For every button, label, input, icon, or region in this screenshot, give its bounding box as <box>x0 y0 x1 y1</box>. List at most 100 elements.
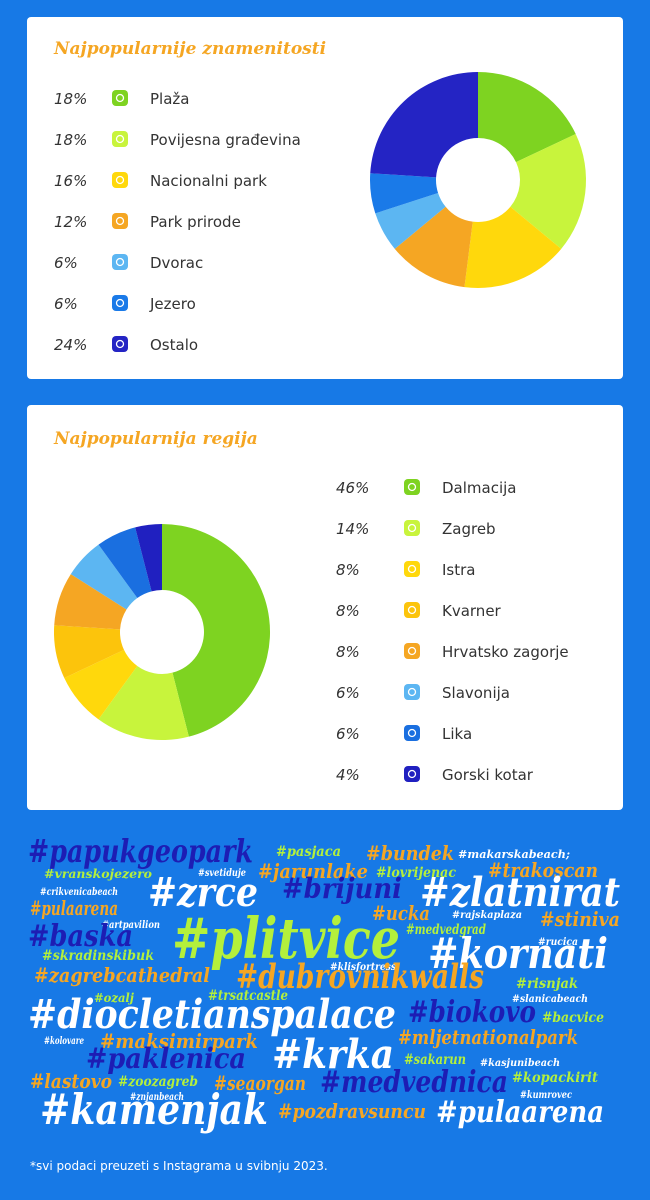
legend-label: Gorski kotar <box>442 766 534 784</box>
hashtag: #risnjak <box>516 976 578 992</box>
legend-swatch <box>112 131 128 147</box>
legend-icon <box>407 482 417 492</box>
legend-label: Jezero <box>149 295 196 313</box>
donut-slice <box>135 524 162 592</box>
legend-icon <box>115 93 125 103</box>
hashtag: #zlatnirat <box>420 869 620 916</box>
legend-label: Ostalo <box>150 336 198 354</box>
legend-icon <box>407 523 417 533</box>
hashtag: #kasjunibeach <box>480 1058 560 1069</box>
legend-swatch <box>404 561 420 577</box>
chart-title: Najpopularnije znamenitosti <box>53 39 326 59</box>
legend-icon <box>115 339 125 349</box>
hashtag: #krka <box>272 1031 394 1078</box>
hashtag: #brijuni <box>282 872 402 905</box>
hashtag: #kornati <box>428 929 608 978</box>
legend-swatch <box>404 684 420 700</box>
hashtag: #makarskabeach; <box>458 848 570 861</box>
donut-slice <box>370 72 478 178</box>
hashtag: #zoozagreb <box>118 1074 198 1090</box>
hashtag: #jarunlake <box>258 859 368 883</box>
hashtag: #biokovo <box>408 995 536 1030</box>
legend-icon <box>407 605 417 615</box>
legend-icon <box>115 134 125 144</box>
footnote: *svi podaci preuzeti s Instagrama u svib… <box>30 1159 328 1173</box>
value-label: 14% <box>336 520 369 538</box>
legend-icon <box>407 646 417 656</box>
donut-slice <box>98 665 189 741</box>
value-label: 8% <box>336 643 360 661</box>
legend-swatch <box>112 172 128 188</box>
chart-title: Najpopularnija regija <box>53 429 258 449</box>
hashtag: #pulaarena <box>436 1095 604 1130</box>
legend-icon <box>407 687 417 697</box>
legend-label: Slavonija <box>442 684 510 702</box>
hashtag: #medvednica <box>320 1065 508 1100</box>
value-label: 8% <box>336 561 360 579</box>
donut-slice <box>510 134 586 249</box>
legend-swatch <box>112 336 128 352</box>
legend-swatch <box>112 295 128 311</box>
hashtag: #bacvice <box>542 1010 604 1026</box>
donut-slice <box>375 192 446 249</box>
hashtag: #artpavilion <box>102 920 160 931</box>
value-label: 46% <box>336 479 369 497</box>
hashtag: #slanicabeach <box>512 994 588 1005</box>
donut-slice <box>369 173 439 214</box>
legend-icon <box>407 728 417 738</box>
legend-swatch <box>404 520 420 536</box>
legend-swatch <box>112 213 128 229</box>
hashtag: #paklenica <box>86 1042 246 1075</box>
legend-label: Park prirode <box>150 213 241 231</box>
legend-label: Lika <box>442 725 472 743</box>
hashtag: #crikvenicabeach <box>40 887 118 898</box>
legend-label: Istra <box>442 561 475 579</box>
value-label: 6% <box>54 295 78 313</box>
legend-icon <box>115 298 125 308</box>
hashtag: #kamenjak <box>40 1085 268 1134</box>
donut-slice <box>464 206 562 289</box>
value-label: 18% <box>54 131 87 149</box>
legend-swatch <box>404 725 420 741</box>
legend-icon <box>115 257 125 267</box>
value-label: 8% <box>336 602 360 620</box>
hashtag: #stiniva <box>540 907 620 931</box>
hashtag: #znjanbeach <box>130 1092 184 1103</box>
legend-icon <box>407 769 417 779</box>
hashtag: #lastovo <box>30 1069 112 1093</box>
legend-swatch <box>404 602 420 618</box>
donut-slice <box>54 574 127 630</box>
hashtag: #mljetnationalpark <box>398 1025 578 1049</box>
hashtag: #seaorgan <box>214 1071 306 1095</box>
hashtag: #sakarun <box>404 1052 466 1068</box>
hashtag: #bundek <box>366 841 454 865</box>
hashtag: #klisfortress <box>330 962 396 973</box>
hashtag: #kolovare <box>44 1036 84 1047</box>
hashtag: #vranskojezero <box>44 867 152 881</box>
hashtag: #papukgeopark <box>28 832 253 870</box>
hashtag: #zagrebcathedral <box>34 963 210 987</box>
hashtag: #svetiduje <box>198 868 246 879</box>
donut-slice <box>162 524 271 737</box>
value-label: 24% <box>54 336 87 354</box>
hashtag: #pulaarena <box>30 896 118 920</box>
hashtag: #ucka <box>372 901 430 925</box>
value-label: 6% <box>336 725 360 743</box>
hashtag: #trakoscan <box>488 858 598 882</box>
legend-label: Povijesna građevina <box>150 131 301 149</box>
value-label: 4% <box>336 766 360 784</box>
legend-swatch <box>404 479 420 495</box>
legend-icon <box>407 564 417 574</box>
value-label: 18% <box>54 90 87 108</box>
hashtag: #kumrovec <box>520 1090 572 1101</box>
legend-icon <box>115 175 125 185</box>
legend-label: Hrvatsko zagorje <box>442 643 569 661</box>
legend-label: Kvarner <box>442 602 502 620</box>
donut-slice <box>478 72 576 163</box>
hashtag: #rajskaplaza <box>452 910 522 921</box>
legend-label: Plaža <box>150 90 189 108</box>
legend-label: Zagreb <box>442 520 496 538</box>
legend-swatch <box>404 643 420 659</box>
hashtag: #rucica <box>538 937 578 948</box>
